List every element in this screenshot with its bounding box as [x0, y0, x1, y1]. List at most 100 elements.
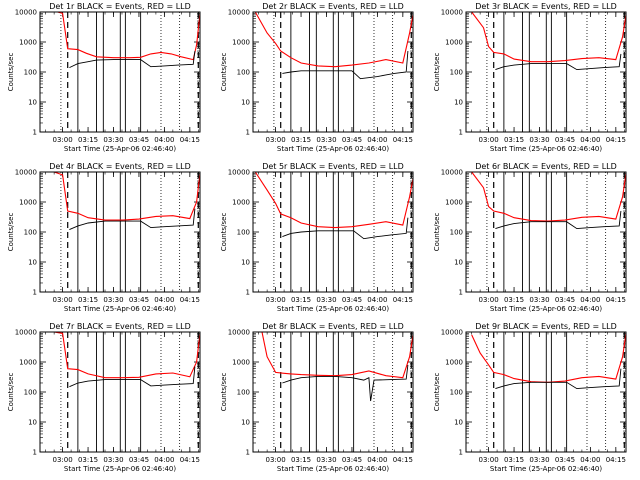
x-tick-label: 04:00: [154, 296, 174, 304]
plot-frame: [39, 171, 201, 293]
y-tick-label: 100: [24, 229, 37, 237]
y-tick-label: 10000: [15, 329, 37, 337]
x-axis-label: Start Time (25-Apr-06 02:46:40): [64, 465, 176, 473]
x-axis-label: Start Time (25-Apr-06 02:46:40): [64, 305, 176, 313]
y-tick-label: 10: [241, 99, 250, 107]
y-tick-label: 1000: [445, 359, 463, 367]
plot-frame: [39, 331, 201, 453]
x-tick-label: 04:15: [393, 136, 413, 144]
x-tick-label: 03:00: [266, 136, 286, 144]
x-tick-label: 03:30: [103, 136, 123, 144]
x-tick-label: 03:00: [479, 296, 499, 304]
x-axis-label: Start Time (25-Apr-06 02:46:40): [277, 305, 389, 313]
x-tick-label: 03:45: [129, 136, 149, 144]
x-tick-label: 04:00: [154, 456, 174, 464]
detector-panel-1: Det 1r BLACK = Events, RED = LLD Counts/s…: [7, 2, 201, 153]
x-tick-label: 03:00: [53, 456, 73, 464]
x-tick-label: 03:30: [316, 296, 336, 304]
x-tick-label: 03:30: [529, 456, 549, 464]
y-tick-label: 1000: [445, 199, 463, 207]
y-tick-label: 1: [459, 289, 463, 297]
y-tick-label: 10000: [228, 9, 250, 17]
lld-series-line: [255, 332, 413, 379]
detector-panel-7: Det 7r BLACK = Events, RED = LLD Counts/s…: [7, 322, 201, 473]
y-tick-label: 100: [24, 69, 37, 77]
y-tick-label: 1: [246, 449, 250, 457]
plot-frame: [39, 11, 201, 133]
x-tick-label: 04:15: [606, 296, 626, 304]
lld-series-line: [471, 333, 626, 383]
x-tick-label: 04:15: [606, 136, 626, 144]
x-tick-label: 04:15: [393, 456, 413, 464]
y-tick-label: 1000: [19, 39, 37, 47]
x-tick-label: 04:15: [393, 296, 413, 304]
panel-title: Det 8r BLACK = Events, RED = LLD: [262, 322, 404, 331]
y-tick-label: 1: [246, 129, 250, 137]
y-axis-label: Counts/sec: [7, 213, 15, 252]
events-series-line: [495, 53, 622, 71]
y-tick-label: 10: [28, 259, 37, 267]
plot-frame: [252, 331, 414, 453]
panel-title: Det 4r BLACK = Events, RED = LLD: [49, 162, 191, 171]
plot-frame: [252, 171, 414, 293]
y-tick-label: 100: [450, 69, 463, 77]
y-tick-label: 10000: [228, 169, 250, 177]
y-tick-label: 1000: [445, 39, 463, 47]
y-tick-label: 1: [33, 449, 37, 457]
y-tick-label: 100: [24, 389, 37, 397]
x-tick-label: 03:15: [291, 136, 311, 144]
x-tick-label: 03:45: [129, 456, 149, 464]
x-axis-label: Start Time (25-Apr-06 02:46:40): [490, 465, 602, 473]
x-tick-label: 04:00: [580, 296, 600, 304]
plot-frame: [465, 11, 627, 133]
lld-series-line: [471, 12, 626, 63]
y-tick-label: 10: [28, 419, 37, 427]
lld-series-line: [54, 332, 200, 379]
events-series-line: [495, 210, 622, 230]
plot-frame: [465, 171, 627, 293]
x-tick-label: 03:45: [342, 296, 362, 304]
x-tick-label: 03:45: [555, 456, 575, 464]
lld-series-line: [254, 172, 413, 229]
y-tick-label: 1: [33, 289, 37, 297]
y-tick-label: 1000: [19, 359, 37, 367]
x-axis-label: Start Time (25-Apr-06 02:46:40): [490, 145, 602, 153]
x-tick-label: 03:45: [342, 456, 362, 464]
x-tick-label: 04:00: [367, 136, 387, 144]
y-tick-label: 1: [33, 129, 37, 137]
detector-panel-3: Det 3r BLACK = Events, RED = LLD Counts/s…: [433, 2, 627, 153]
y-tick-label: 10000: [441, 329, 463, 337]
x-tick-label: 04:00: [154, 136, 174, 144]
events-series-line: [282, 50, 409, 80]
y-tick-label: 10: [241, 259, 250, 267]
y-tick-label: 10000: [15, 169, 37, 177]
y-tick-label: 10000: [228, 329, 250, 337]
y-tick-label: 10: [454, 259, 463, 267]
panel-title: Det 7r BLACK = Events, RED = LLD: [49, 322, 191, 331]
y-tick-label: 10: [454, 419, 463, 427]
x-tick-label: 03:15: [291, 456, 311, 464]
y-tick-label: 100: [450, 389, 463, 397]
y-tick-label: 1000: [19, 199, 37, 207]
x-tick-label: 03:30: [103, 456, 123, 464]
detector-panel-6: Det 6r BLACK = Events, RED = LLD Counts/s…: [433, 162, 627, 313]
y-tick-label: 10: [241, 419, 250, 427]
events-series-line: [69, 366, 196, 388]
y-axis-label: Counts/sec: [7, 373, 15, 412]
x-tick-label: 04:00: [367, 296, 387, 304]
x-tick-label: 04:15: [180, 456, 200, 464]
y-tick-label: 10000: [441, 9, 463, 17]
panel-title: Det 3r BLACK = Events, RED = LLD: [475, 2, 617, 11]
x-tick-label: 03:30: [529, 136, 549, 144]
x-tick-label: 03:45: [555, 136, 575, 144]
y-tick-label: 100: [237, 389, 250, 397]
y-axis-label: Counts/sec: [220, 213, 228, 252]
x-tick-label: 04:00: [367, 456, 387, 464]
lld-series-line: [471, 172, 626, 222]
y-tick-label: 10: [454, 99, 463, 107]
events-series-line: [282, 217, 409, 240]
x-tick-label: 03:30: [316, 136, 336, 144]
y-tick-label: 10000: [441, 169, 463, 177]
x-tick-label: 03:15: [504, 456, 524, 464]
